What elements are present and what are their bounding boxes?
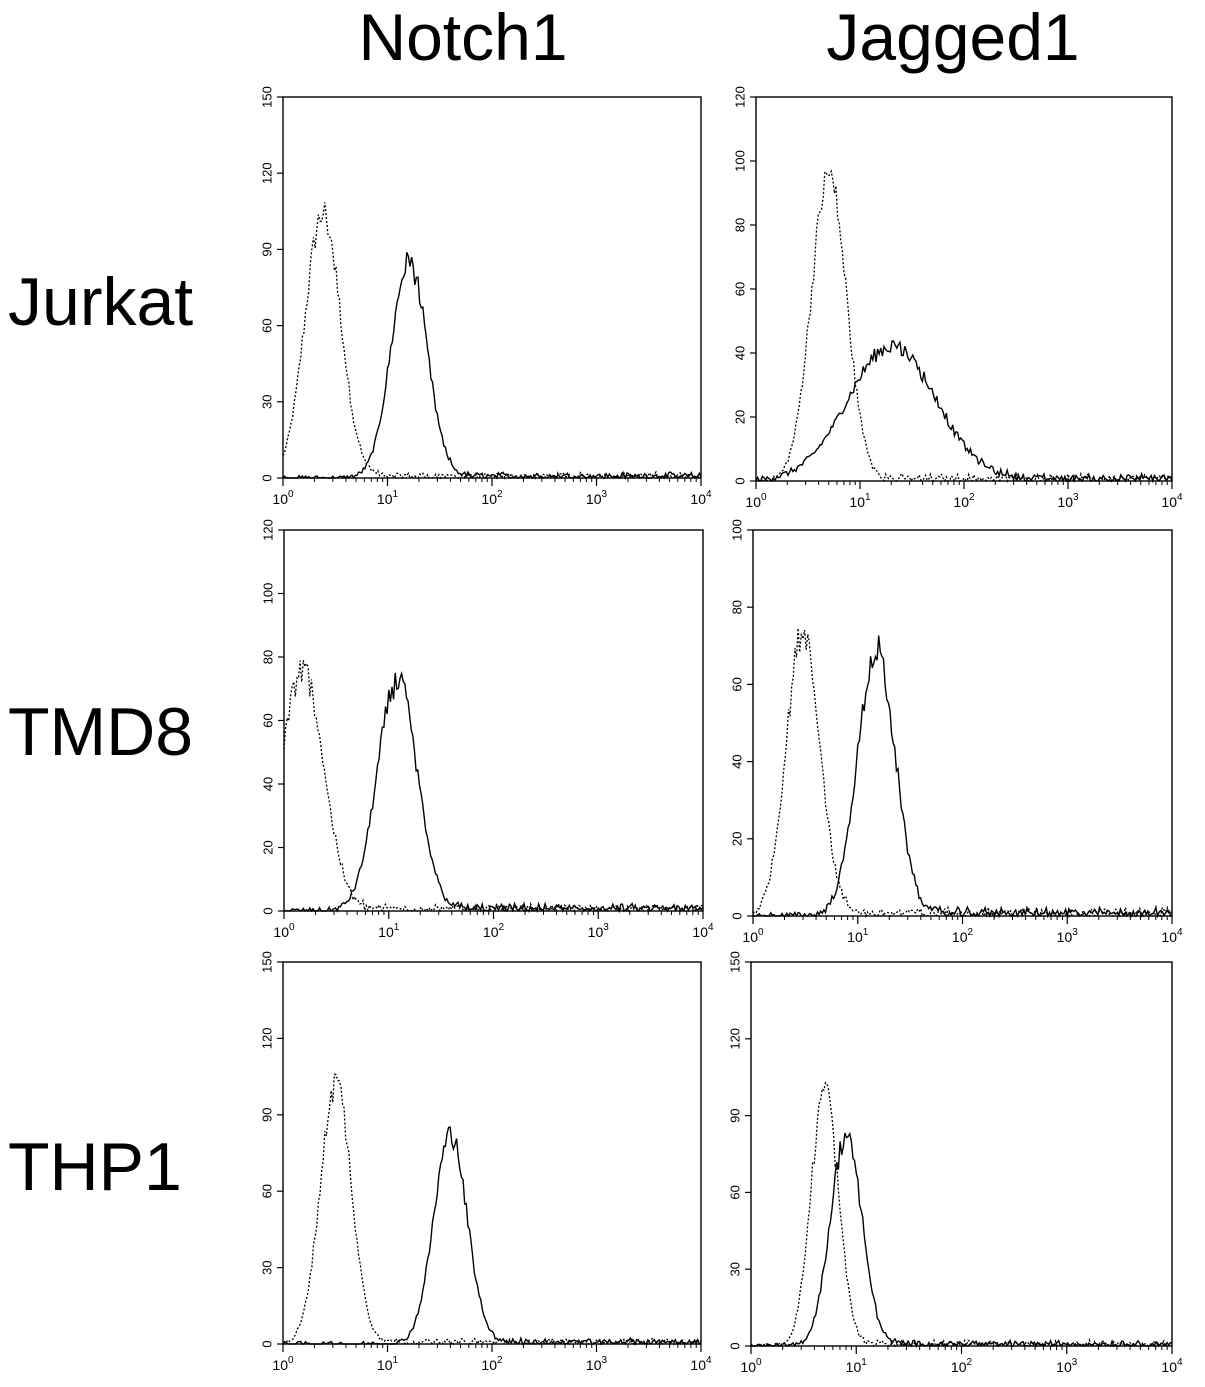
row-title-jurkat: Jurkat [8, 264, 194, 340]
histogram-solid [753, 635, 1173, 919]
plot-frame [752, 529, 1173, 917]
x-tick-label: 101 [847, 927, 869, 945]
y-tick-label: 60 [729, 677, 744, 691]
histogram-dotted [755, 169, 1173, 484]
x-tick-label: 103 [1057, 492, 1079, 510]
x-tick-label: 102 [951, 1357, 973, 1375]
x-tick-label: 104 [692, 922, 714, 940]
x-tick-label: 104 [1161, 492, 1183, 510]
y-tick-label: 150 [259, 951, 274, 973]
y-tick-label: 60 [260, 713, 275, 727]
x-tick-label: 100 [740, 1357, 762, 1375]
x-tick-label: 103 [586, 1355, 608, 1373]
y-tick-label: 150 [259, 86, 274, 108]
y-tick-label: 90 [727, 1108, 742, 1122]
plot-frame [755, 96, 1173, 482]
x-tick-label: 104 [690, 489, 712, 507]
y-tick-label: 0 [732, 477, 747, 484]
y-tick-label: 80 [729, 600, 744, 614]
y-tick-label: 150 [727, 951, 742, 973]
y-tick-label: 0 [729, 912, 744, 919]
y-tick-label: 60 [259, 1184, 274, 1198]
x-tick-label: 104 [690, 1355, 712, 1373]
y-tick-label: 120 [260, 519, 275, 541]
y-tick-label: 100 [732, 150, 747, 172]
histogram-panel-1: 0 20 40 60 80 100 120 100 101 102 103 104 [732, 86, 1183, 510]
x-tick-label: 103 [1057, 927, 1079, 945]
histogram-panel-4: 0 30 60 90 120 150 100 101 102 103 104 [259, 951, 712, 1373]
y-tick-label: 120 [259, 162, 274, 184]
plot-frame [282, 96, 702, 479]
y-tick-label: 90 [259, 242, 274, 256]
y-tick-label: 40 [260, 777, 275, 791]
y-tick-label: 60 [259, 318, 274, 332]
x-tick-label: 104 [1161, 927, 1183, 945]
plot-frame [750, 961, 1173, 1347]
y-tick-label: 120 [727, 1028, 742, 1050]
y-tick-label: 40 [729, 754, 744, 768]
y-tick-label: 0 [727, 1342, 742, 1349]
y-tick-label: 60 [732, 282, 747, 296]
histogram-panel-0: 0 30 60 90 120 150 100 101 102 103 104 [259, 86, 712, 507]
plot-frame [282, 961, 702, 1345]
x-tick-label: 100 [745, 492, 767, 510]
y-tick-label: 120 [259, 1028, 274, 1050]
histogram-panel-2: 0 20 40 60 80 100 120 100 101 102 103 104 [260, 519, 714, 940]
x-tick-label: 100 [272, 1355, 294, 1373]
plot-frame [283, 529, 704, 912]
y-tick-label: 30 [259, 395, 274, 409]
y-tick-label: 20 [732, 410, 747, 424]
x-tick-label: 103 [1056, 1357, 1078, 1375]
histogram-dotted [750, 1081, 1173, 1348]
histogram-solid [284, 670, 704, 914]
y-tick-label: 20 [729, 832, 744, 846]
x-tick-label: 101 [378, 922, 400, 940]
x-tick-label: 101 [849, 492, 871, 510]
histogram-dotted [283, 660, 704, 914]
column-title-jagged1: Jagged1 [826, 0, 1080, 74]
histogram-solid [755, 340, 1173, 484]
x-tick-label: 102 [953, 492, 975, 510]
y-tick-label: 40 [732, 346, 747, 360]
x-tick-label: 104 [1161, 1357, 1183, 1375]
y-tick-label: 0 [260, 907, 275, 914]
y-tick-label: 60 [727, 1185, 742, 1199]
histogram-dotted [752, 628, 1173, 919]
x-tick-label: 101 [377, 489, 399, 507]
y-tick-label: 100 [729, 519, 744, 541]
x-tick-label: 100 [273, 922, 295, 940]
y-tick-label: 20 [260, 840, 275, 854]
x-tick-label: 102 [481, 489, 503, 507]
histogram-solid [282, 1126, 702, 1346]
y-tick-label: 30 [727, 1262, 742, 1276]
y-tick-label: 120 [732, 86, 747, 108]
x-tick-label: 102 [952, 927, 974, 945]
y-tick-label: 100 [260, 583, 275, 605]
x-tick-label: 100 [272, 489, 294, 507]
column-title-notch1: Notch1 [358, 0, 568, 74]
histogram-dotted [282, 202, 702, 480]
x-tick-label: 102 [483, 922, 505, 940]
y-tick-label: 30 [259, 1260, 274, 1274]
row-title-thp1: THP1 [8, 1129, 182, 1205]
x-tick-label: 101 [846, 1357, 868, 1375]
histogram-panel-3: 0 20 40 60 80 100 100 101 102 103 104 [729, 519, 1183, 945]
x-tick-label: 100 [742, 927, 764, 945]
y-tick-label: 90 [259, 1108, 274, 1122]
histogram-solid [751, 1131, 1173, 1349]
x-tick-label: 103 [588, 922, 610, 940]
y-tick-label: 0 [259, 1340, 274, 1347]
y-tick-label: 80 [260, 650, 275, 664]
row-title-tmd8: TMD8 [8, 694, 194, 770]
y-tick-label: 0 [259, 474, 274, 481]
histogram-dotted [282, 1073, 702, 1346]
y-tick-label: 80 [732, 218, 747, 232]
x-tick-label: 102 [481, 1355, 503, 1373]
histogram-panel-5: 0 30 60 90 120 150 100 101 102 103 104 [727, 951, 1183, 1375]
histogram-solid [282, 252, 702, 480]
x-tick-label: 101 [377, 1355, 399, 1373]
x-tick-label: 103 [586, 489, 608, 507]
